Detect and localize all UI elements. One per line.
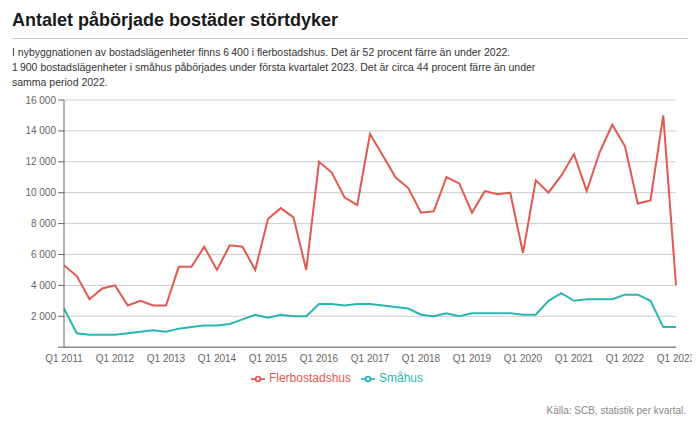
svg-text:Q1 2021: Q1 2021 bbox=[555, 353, 594, 364]
svg-text:10 000: 10 000 bbox=[25, 187, 56, 198]
svg-text:Q1 2014: Q1 2014 bbox=[198, 353, 237, 364]
html-text:I nybyggnationen av bostadsläg: I nybyggnationen av bostadslägenheter fi… bbox=[12, 46, 536, 88]
svg-text:Q1 2013: Q1 2013 bbox=[147, 353, 186, 364]
html-text:Källa: SCB, statistik per kvar: Källa: SCB, statistik per kvartal. bbox=[546, 405, 686, 416]
html-text:Flerbostadshus: Flerbostadshus bbox=[269, 371, 351, 386]
svg-text:Q1 2015: Q1 2015 bbox=[249, 353, 288, 364]
svg-text:Q1 2022: Q1 2022 bbox=[606, 353, 645, 364]
svg-text:Q1 2019: Q1 2019 bbox=[453, 353, 492, 364]
svg-text:Q1 2023: Q1 2023 bbox=[657, 353, 692, 364]
svg-text:Q1 2018: Q1 2018 bbox=[402, 353, 441, 364]
svg-text:14 000: 14 000 bbox=[25, 125, 56, 136]
html-text:Antalet påbörjade bostäder stö: Antalet påbörjade bostäder störtdyker bbox=[12, 10, 339, 30]
svg-text:Q1 2017: Q1 2017 bbox=[351, 353, 390, 364]
svg-text:2 000: 2 000 bbox=[31, 311, 56, 322]
svg-text:6 000: 6 000 bbox=[31, 249, 56, 260]
svg-text:Q1 2016: Q1 2016 bbox=[300, 353, 339, 364]
svg-text:16 000: 16 000 bbox=[25, 95, 56, 106]
svg-text:4 000: 4 000 bbox=[31, 280, 56, 291]
svg-text:Q1 2020: Q1 2020 bbox=[504, 353, 543, 364]
html-text:Småhus: Småhus bbox=[379, 371, 423, 386]
svg-text:Q1 2011: Q1 2011 bbox=[45, 353, 83, 364]
svg-text:12 000: 12 000 bbox=[25, 156, 56, 167]
svg-text:Q1 2012: Q1 2012 bbox=[96, 353, 135, 364]
svg-text:8 000: 8 000 bbox=[31, 218, 56, 229]
